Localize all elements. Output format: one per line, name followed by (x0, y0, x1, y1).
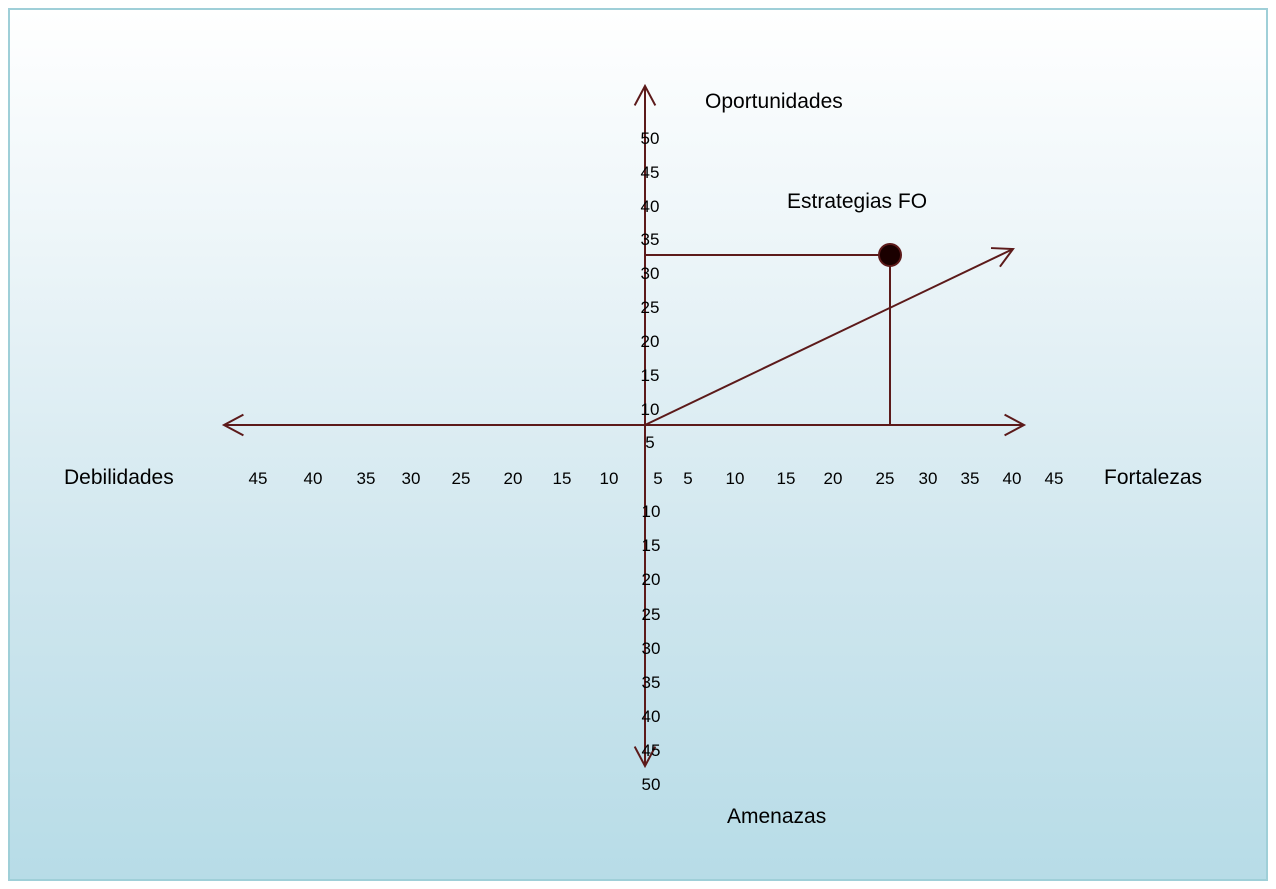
y-axis-arrow-down (633, 746, 657, 769)
x-tick-label-positive: 5 (683, 469, 692, 488)
y-negative-label: Amenazas (727, 805, 826, 828)
y-tick-label-negative: 35 (642, 673, 661, 692)
y-tick-label-positive: 10 (641, 400, 660, 419)
x-positive-label: Fortalezas (1104, 466, 1202, 489)
x-tick-label-positive: 15 (777, 469, 796, 488)
y-tick-label-negative: 40 (642, 707, 661, 726)
guide-lines (644, 247, 1015, 426)
y-tick-label-positive: 15 (641, 366, 660, 385)
y-tick-label-positive: 20 (641, 332, 660, 351)
y-tick-label-negative: 45 (642, 741, 661, 760)
x-tick-label-positive: 45 (1045, 469, 1064, 488)
data-marks (878, 243, 902, 267)
x-axis-arrow-right (1004, 413, 1027, 437)
strategy-label: Estrategias FO (787, 190, 927, 213)
tick-labels: 5 10 15 20 25 30 35 40 45 5 10 15 20 25 30 35 40 45 5 10 15 2… (249, 129, 1064, 794)
x-axis-arrow-left (221, 413, 244, 437)
y-tick-label-positive: 50 (641, 129, 660, 148)
y-axis-arrow-up (633, 83, 657, 106)
x-tick-label-negative: 5 (653, 469, 662, 488)
y-positive-label: Oportunidades (705, 90, 843, 113)
y-tick-label-positive: 45 (641, 163, 660, 182)
x-tick-label-negative: 25 (452, 469, 471, 488)
x-tick-label-negative: 15 (553, 469, 572, 488)
y-tick-label-positive: 40 (641, 197, 660, 216)
y-tick-label-negative: 30 (642, 639, 661, 658)
chart-frame (8, 8, 1268, 881)
y-tick-label-positive: 5 (645, 433, 654, 452)
axes (221, 83, 1027, 769)
data-point (878, 243, 902, 267)
x-tick-label-positive: 40 (1003, 469, 1022, 488)
y-tick-label-negative: 50 (642, 775, 661, 794)
strategy-vector-arrow (990, 247, 1015, 268)
y-tick-label-negative: 10 (642, 502, 661, 521)
x-tick-label-positive: 30 (919, 469, 938, 488)
x-tick-label-negative: 20 (504, 469, 523, 488)
y-tick-label-negative: 20 (642, 570, 661, 589)
strategy-vector-line (644, 248, 1014, 426)
x-tick-label-positive: 20 (824, 469, 843, 488)
x-tick-label-negative: 45 (249, 469, 268, 488)
x-tick-label-negative: 10 (600, 469, 619, 488)
x-tick-label-positive: 35 (961, 469, 980, 488)
x-tick-label-positive: 25 (876, 469, 895, 488)
y-tick-label-positive: 30 (641, 264, 660, 283)
x-negative-label: Debilidades (64, 466, 174, 489)
x-tick-label-negative: 35 (357, 469, 376, 488)
x-tick-label-negative: 40 (304, 469, 323, 488)
y-tick-label-negative: 25 (642, 605, 661, 624)
axis-labels: Oportunidades Amenazas Debilidades Forta… (64, 90, 1202, 828)
x-tick-label-positive: 10 (726, 469, 745, 488)
x-tick-label-negative: 30 (402, 469, 421, 488)
y-tick-label-positive: 25 (641, 298, 660, 317)
y-tick-label-positive: 35 (641, 230, 660, 249)
y-tick-label-negative: 15 (642, 536, 661, 555)
